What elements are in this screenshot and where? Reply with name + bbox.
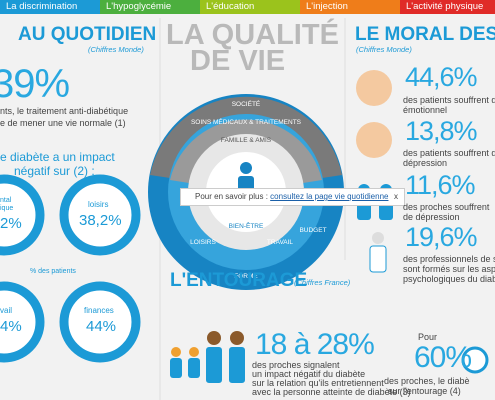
- text: avec la personne atteinte de diabète (3): [252, 387, 411, 397]
- text: des professionnels de sa: [403, 254, 495, 264]
- circle: [59, 281, 141, 363]
- person-icon: [240, 162, 252, 174]
- ring-label: BIEN-ÊTRE: [229, 221, 264, 230]
- source: (Chiffres Monde): [88, 45, 144, 54]
- note: % des patients: [30, 268, 76, 275]
- circle-value: 44%: [86, 318, 117, 335]
- circle-value: 2%: [0, 215, 22, 232]
- ring-label: SOCIÉTÉ: [232, 99, 261, 108]
- ring-label: FAMILLE & AMIS: [221, 137, 272, 144]
- title: DE VIE: [190, 45, 286, 77]
- tooltip-text: Pour en savoir plus :: [195, 192, 268, 201]
- close-button[interactable]: x: [394, 192, 398, 201]
- nav-tab[interactable]: L'hypoglycémie: [100, 0, 200, 14]
- circle-label: loisirs: [88, 200, 109, 209]
- text: dépression: [403, 158, 448, 168]
- text: des proches, le diabè: [384, 376, 470, 386]
- text: des patients souffrent de: [403, 148, 495, 158]
- stat: 13,8%: [405, 116, 478, 146]
- person: [230, 331, 244, 345]
- circle: [0, 174, 45, 256]
- tooltip-link[interactable]: consultez la page vie quotidienne: [270, 192, 389, 201]
- nav-tab[interactable]: L'éducation: [200, 0, 300, 14]
- text: émotionnel: [403, 105, 448, 115]
- text: négatif sur (2) :: [14, 164, 95, 178]
- text: Pour: [418, 332, 438, 342]
- nav-tab[interactable]: L'injection: [300, 0, 400, 14]
- text: de dépression: [403, 212, 460, 222]
- face: [356, 122, 392, 158]
- face: [356, 70, 392, 106]
- ring-label: BUDGET: [299, 227, 326, 234]
- ring-label: FORME: [234, 273, 258, 280]
- stat: 11,6%: [405, 170, 476, 200]
- person: [207, 331, 221, 345]
- text: sur la relation qu'ils entretiennent: [252, 378, 384, 388]
- person: [229, 347, 245, 383]
- text: e de mener une vie normale (1): [0, 118, 126, 128]
- person: [170, 358, 182, 378]
- person: [171, 347, 181, 357]
- text: des proches signalent: [252, 360, 340, 370]
- title: LA QUALITÉ: [166, 19, 339, 51]
- tooltip: Pour en savoir plus : consultez la page …: [180, 188, 405, 206]
- circle-value: 38,2%: [79, 212, 122, 229]
- text: psychologiques du diab: [403, 274, 495, 284]
- ring-label: SOINS MÉDICAUX & TRAITEMENTS: [191, 117, 302, 126]
- text: un impact négatif du diabète: [252, 369, 366, 379]
- section-title: LE MORAL DES P: [355, 24, 495, 45]
- text: e diabète a un impact: [0, 150, 115, 164]
- ring-label: TRAVAIL: [267, 239, 294, 246]
- section-title: L'ENTOURAGE: [170, 270, 308, 291]
- ring-top: [150, 96, 342, 178]
- text: des proches souffrent: [403, 202, 490, 212]
- doctor: [369, 245, 387, 273]
- circle-label: finances: [84, 306, 114, 315]
- ring-labels: SOCIÉTÉ SOINS MÉDICAUX & TRAITEMENTS FAM…: [190, 99, 326, 280]
- circle-label: ique: [0, 205, 14, 212]
- circle-label: vail: [0, 306, 13, 315]
- person: [188, 358, 200, 378]
- text: des patients souffrent d: [403, 95, 495, 105]
- person: [189, 347, 199, 357]
- nav-tab[interactable]: L'activité physique: [400, 0, 495, 14]
- doctor: [372, 232, 384, 244]
- source: (Chiffres Monde): [356, 45, 412, 54]
- faces: [356, 70, 393, 273]
- text: nts, le traitement anti-diabétique: [0, 106, 129, 116]
- stat: 18 à 28%: [255, 328, 375, 361]
- circle-value: 4%: [0, 318, 22, 335]
- source: (Chiffres France): [294, 278, 351, 287]
- stat: 44,6%: [405, 62, 478, 92]
- family: [170, 331, 489, 383]
- stat: 60%: [414, 341, 472, 374]
- text: sur l'entourage (4): [388, 386, 461, 396]
- icon: [461, 346, 489, 374]
- text: sont formés sur les aspe: [403, 264, 495, 274]
- circle: [0, 281, 45, 363]
- ring-label: LOISIRS: [190, 239, 216, 246]
- nav-tab[interactable]: La discrimination: [0, 0, 100, 14]
- stat: 19,6%: [405, 222, 478, 252]
- left-circles: [0, 174, 141, 363]
- person: [206, 347, 222, 383]
- circle: [59, 174, 141, 256]
- ring-top: [170, 119, 322, 183]
- section-title: AU QUOTIDIEN: [18, 24, 157, 45]
- circle-label: ntal: [0, 197, 12, 204]
- stat: 39%: [0, 62, 70, 106]
